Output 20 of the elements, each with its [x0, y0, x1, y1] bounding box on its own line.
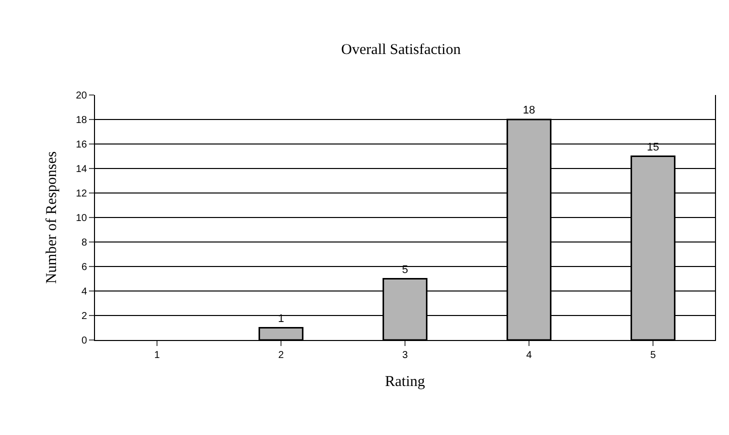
x-tick-label: 1	[154, 350, 160, 361]
y-axis-title: Number of Responses	[44, 151, 60, 284]
y-tick-label: 0	[81, 336, 88, 346]
y-tick-label: 10	[76, 213, 88, 224]
y-tick-label: 12	[76, 188, 88, 200]
y-tick-label: 8	[81, 238, 88, 248]
y-tick-label: 20	[76, 90, 88, 102]
x-axis-title: Rating	[385, 374, 426, 390]
y-tick-label: 18	[76, 115, 88, 126]
y-tick-label: 16	[76, 140, 88, 150]
y-tick-label: 2	[81, 311, 88, 322]
x-tick-label: 2	[278, 350, 284, 361]
y-tick-label: 14	[76, 164, 88, 175]
x-tick-label: 5	[650, 350, 656, 361]
x-tick-label: 3	[402, 350, 408, 361]
y-tick-label: 6	[81, 262, 88, 273]
x-tick-label: 4	[526, 350, 532, 361]
y-tick-label: 4	[81, 286, 88, 298]
chart-title: Overall Satisfaction	[341, 42, 462, 58]
data-label: 18	[522, 104, 536, 116]
